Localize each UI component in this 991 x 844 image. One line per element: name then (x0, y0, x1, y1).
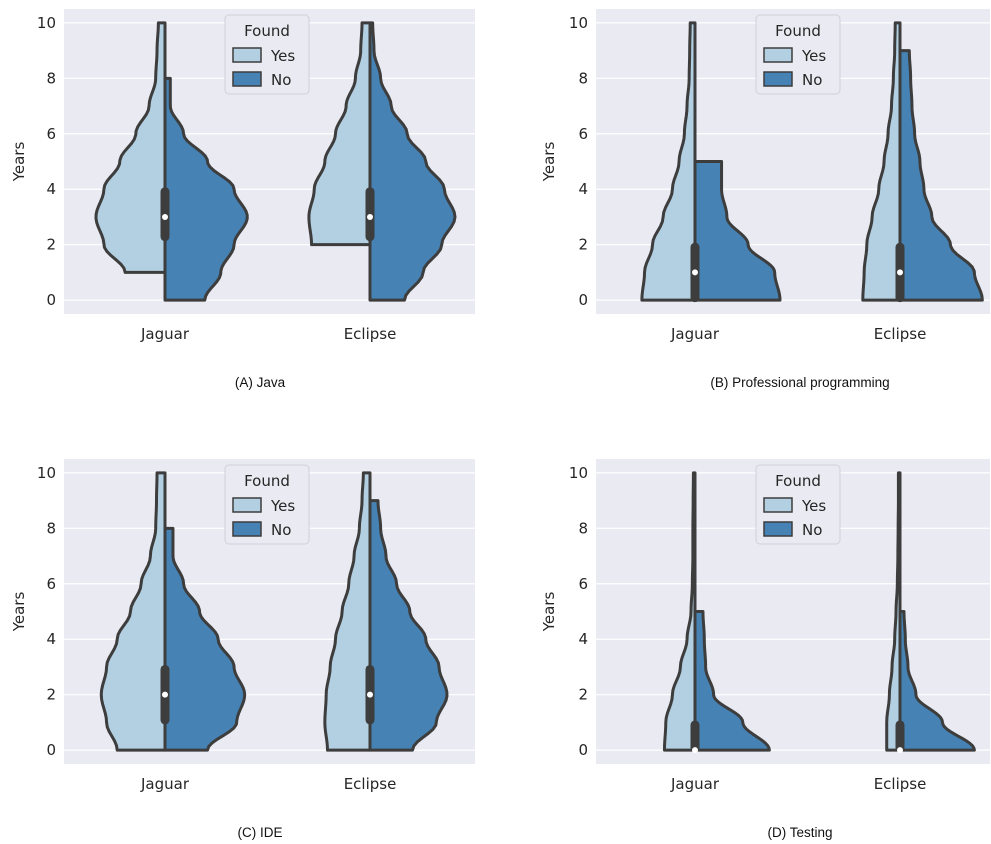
quartile-box (895, 720, 905, 753)
median-dot (162, 213, 168, 220)
y-tick-label: 4 (578, 630, 588, 648)
legend-entry: No (271, 71, 291, 89)
y-axis-label: Years (10, 592, 28, 633)
y-tick-label: 10 (569, 14, 588, 32)
y-tick-label: 8 (578, 69, 588, 87)
y-tick-label: 8 (578, 519, 588, 537)
violin-half-no (693, 610, 771, 752)
y-axis-label: Years (540, 592, 558, 633)
y-tick-label: 2 (46, 686, 56, 704)
y-tick-label: 0 (578, 291, 588, 309)
y-tick-label: 4 (46, 180, 56, 198)
y-tick-label: 6 (46, 575, 56, 593)
y-tick-label: 8 (46, 519, 56, 537)
violin-half-yes (307, 21, 372, 247)
violin-half-yes (99, 471, 167, 752)
chart-panel: 0 2 4 6 8 10 Years Jaguar Eclipse Found Yes No (D) T… (540, 459, 990, 840)
violin-half-yes (94, 21, 167, 274)
y-tick-label: 6 (578, 575, 588, 593)
x-tick-label: Eclipse (344, 775, 397, 793)
legend-entry: No (271, 521, 291, 539)
x-tick-label: Jaguar (670, 775, 720, 793)
legend: Found Yes No (224, 464, 310, 545)
violin-half-yes (323, 471, 372, 752)
legend-entry: Yes (801, 497, 826, 515)
violin-half-no (693, 160, 782, 302)
median-dot (897, 747, 903, 754)
y-axis-label: Years (10, 142, 28, 183)
y-tick-label: 0 (46, 291, 56, 309)
chart-panel: 0 2 4 6 8 10 Years Jaguar Eclipse Found Yes No (A) J… (10, 9, 475, 390)
violin-half-no (163, 526, 247, 752)
legend-entry: Yes (270, 497, 295, 515)
chart-panel: 0 2 4 6 8 10 Years Jaguar Eclipse Found Yes No (B) P… (540, 9, 990, 390)
panel-caption: (C) IDE (238, 825, 283, 840)
legend-swatch (232, 71, 262, 87)
median-dot (367, 213, 373, 220)
panel-caption: (B) Professional programming (710, 375, 889, 390)
legend-entry: No (802, 71, 822, 89)
violin-half-no (368, 21, 457, 302)
violin-half-yes (662, 471, 697, 752)
chart-panel: 0 2 4 6 8 10 Years Jaguar Eclipse Found Yes No (C) I… (10, 459, 475, 840)
legend-swatch (763, 521, 793, 537)
median-dot (692, 747, 698, 754)
y-tick-label: 0 (578, 741, 588, 759)
median-dot (692, 269, 698, 276)
y-tick-label: 2 (578, 236, 588, 254)
x-tick-label: Eclipse (874, 775, 927, 793)
median-dot (162, 691, 168, 698)
legend-swatch (232, 497, 262, 513)
x-tick-label: Jaguar (140, 325, 190, 343)
violin-half-no (898, 49, 984, 302)
violin-half-yes (861, 21, 902, 302)
legend: Found Yes No (224, 14, 310, 95)
legend-swatch (232, 521, 262, 537)
legend-title: Found (775, 472, 821, 490)
y-tick-label: 10 (569, 464, 588, 482)
violin-half-no (898, 610, 976, 752)
y-tick-label: 10 (37, 14, 56, 32)
legend: Found Yes No (755, 14, 841, 95)
legend-swatch (763, 71, 793, 87)
quartile-box (690, 720, 700, 753)
violin-half-no (368, 499, 449, 752)
y-tick-label: 2 (578, 686, 588, 704)
legend-entry: Yes (801, 47, 826, 65)
y-tick-label: 4 (578, 180, 588, 198)
legend: Found Yes No (755, 464, 841, 545)
y-tick-label: 4 (46, 630, 56, 648)
y-tick-label: 0 (46, 741, 56, 759)
legend-entry: Yes (270, 47, 295, 65)
legend-swatch (763, 47, 793, 63)
y-tick-label: 10 (37, 464, 56, 482)
panel-caption: (D) Testing (767, 825, 832, 840)
x-tick-label: Eclipse (344, 325, 397, 343)
y-axis-label: Years (540, 142, 558, 183)
x-tick-label: Jaguar (670, 325, 720, 343)
violin-half-yes (885, 471, 902, 752)
y-tick-label: 8 (46, 69, 56, 87)
median-dot (367, 691, 373, 698)
x-tick-label: Eclipse (874, 325, 927, 343)
legend-entry: No (802, 521, 822, 539)
legend-title: Found (244, 472, 290, 490)
y-tick-label: 6 (578, 125, 588, 143)
legend-swatch (232, 47, 262, 63)
x-tick-label: Jaguar (140, 775, 190, 793)
legend-title: Found (775, 22, 821, 40)
violin-half-no (163, 76, 249, 302)
legend-title: Found (244, 22, 290, 40)
median-dot (897, 269, 903, 276)
legend-swatch (763, 497, 793, 513)
violin-half-yes (640, 21, 697, 302)
panel-caption: (A) Java (235, 375, 286, 390)
y-tick-label: 2 (46, 236, 56, 254)
y-tick-label: 6 (46, 125, 56, 143)
